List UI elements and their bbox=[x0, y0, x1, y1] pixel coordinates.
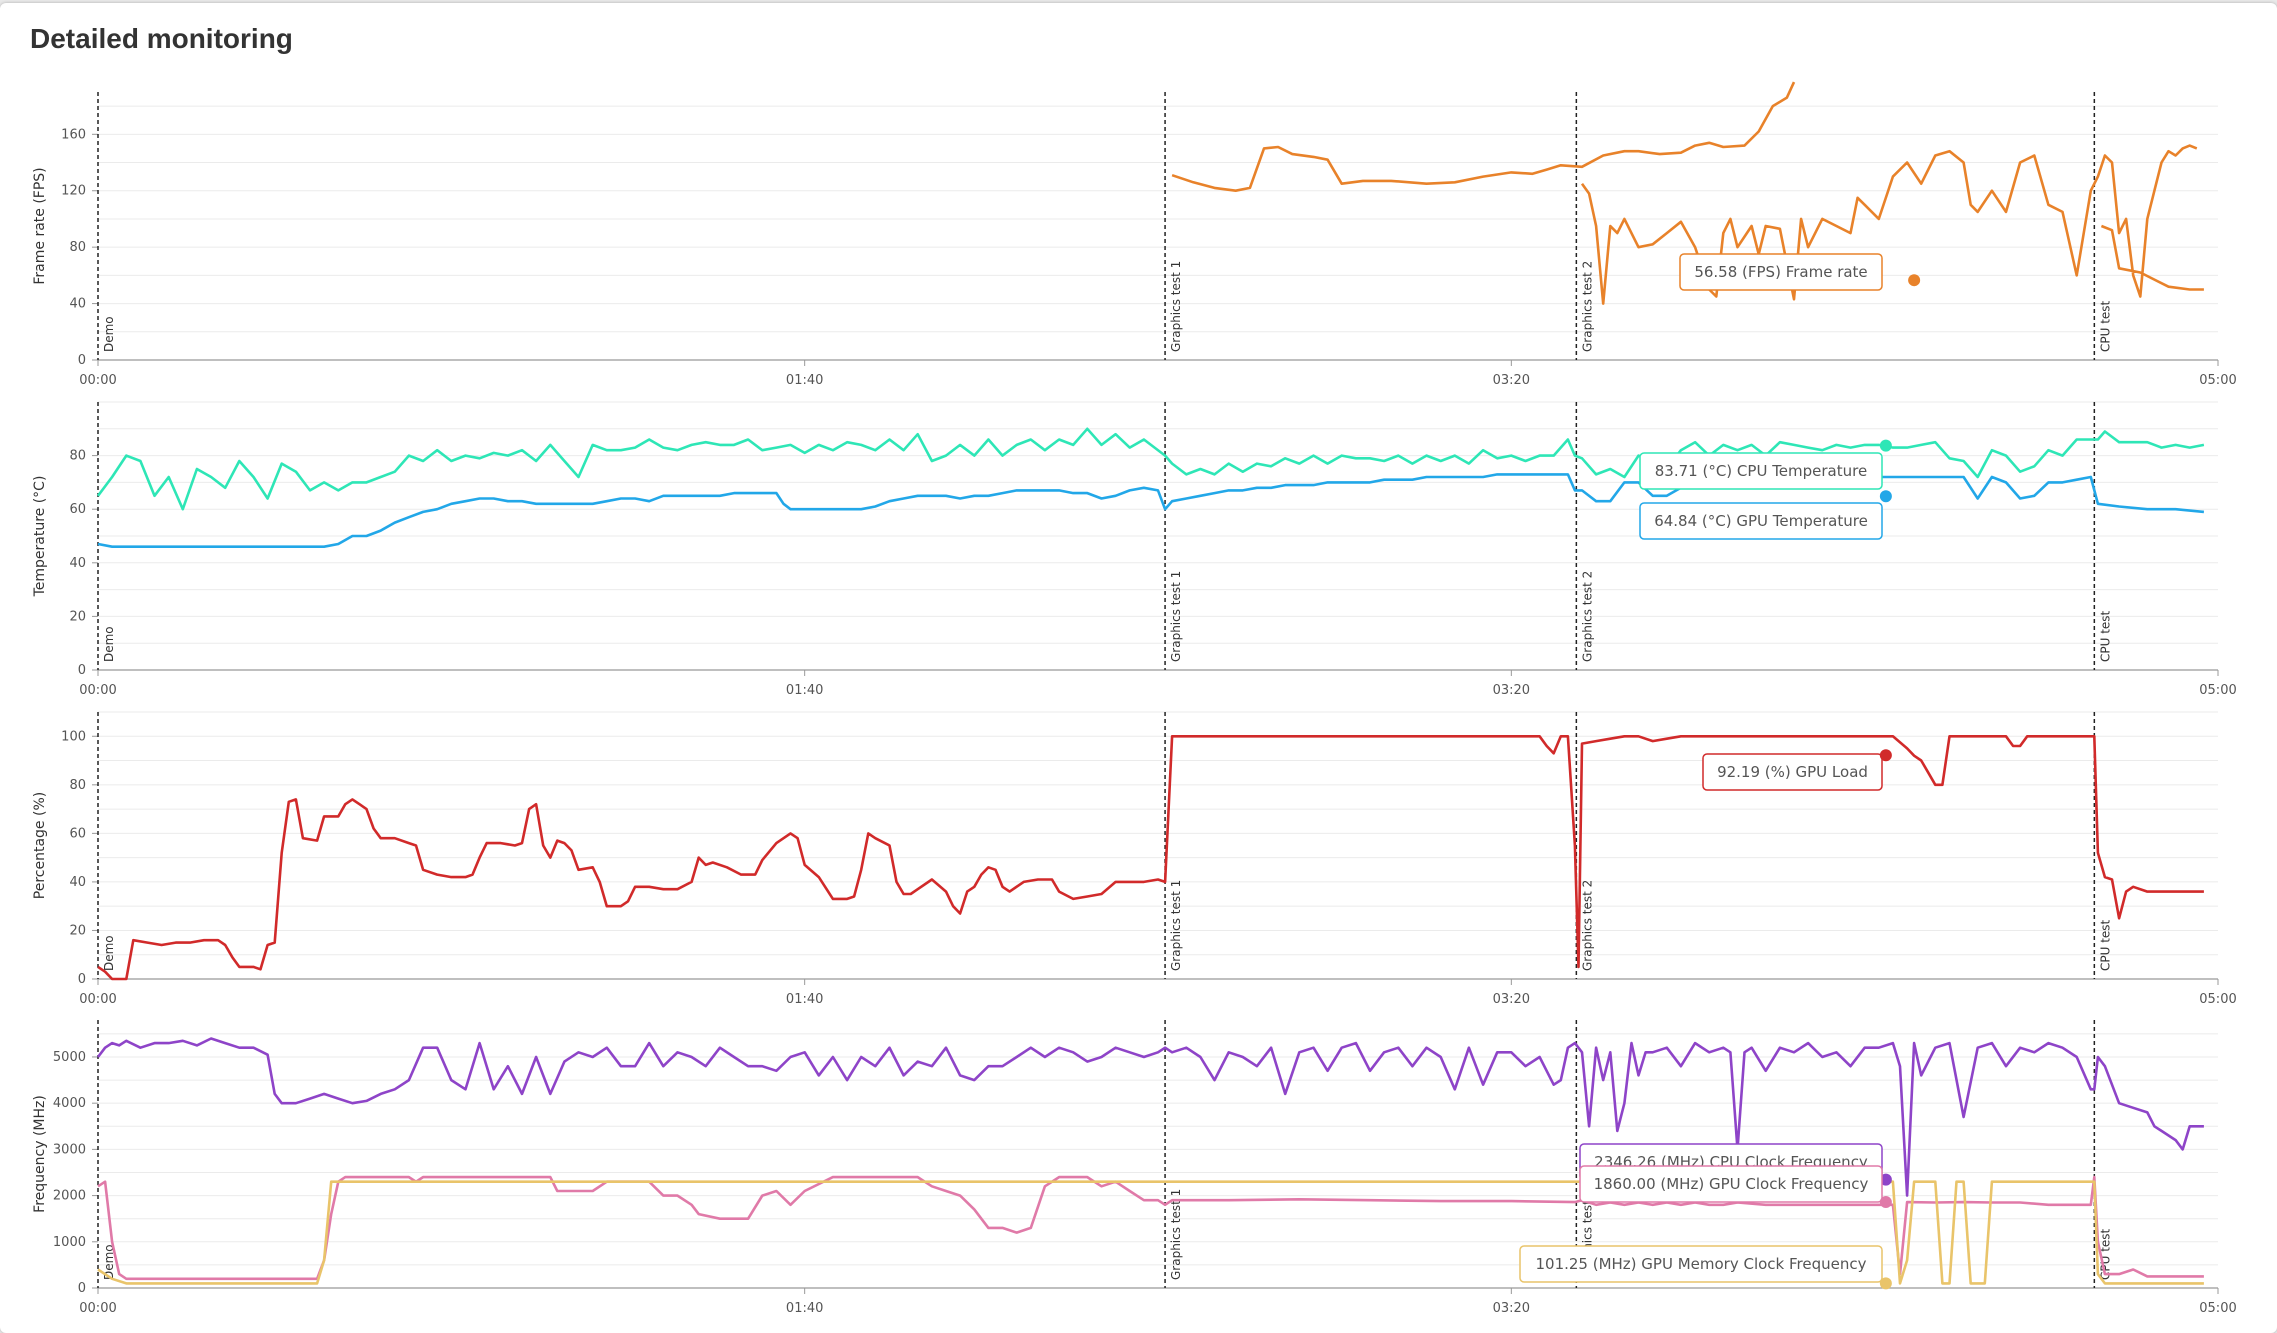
hover-point bbox=[1879, 439, 1892, 452]
x-tick-label: 00:00 bbox=[79, 683, 116, 698]
test-marker-label: CPU test bbox=[2098, 300, 2112, 352]
y-tick-label: 100 bbox=[61, 729, 86, 744]
y-axis-label: Frequency (MHz) bbox=[32, 1095, 48, 1213]
x-tick-label: 00:00 bbox=[79, 992, 116, 1007]
test-marker-label: Graphics test 1 bbox=[1169, 571, 1183, 662]
series-line-gpu-load[interactable] bbox=[97, 735, 2204, 981]
tooltip-box bbox=[1702, 753, 1883, 791]
y-tick-label: 0 bbox=[78, 663, 86, 678]
hover-point bbox=[1908, 274, 1921, 287]
hover-point bbox=[1879, 1277, 1892, 1290]
tooltip-box bbox=[1679, 253, 1883, 291]
y-axis-label: Frame rate (FPS) bbox=[32, 167, 48, 284]
y-axis-label: Percentage (%) bbox=[32, 792, 48, 899]
y-tick-label: 40 bbox=[69, 556, 86, 571]
tooltip-text: 56.58 (FPS) Frame rate bbox=[1694, 263, 1867, 281]
x-tick-label: 00:00 bbox=[79, 1301, 116, 1316]
y-tick-label: 3000 bbox=[53, 1142, 86, 1157]
test-marker-label: Demo bbox=[102, 626, 116, 662]
y-tick-label: 40 bbox=[69, 297, 86, 312]
y-tick-label: 40 bbox=[69, 875, 86, 890]
y-tick-label: 60 bbox=[69, 502, 86, 517]
y-tick-label: 1000 bbox=[53, 1235, 86, 1250]
tooltip-box bbox=[1639, 452, 1883, 490]
tooltip-text: 83.71 (°C) CPU Temperature bbox=[1655, 462, 1867, 480]
y-tick-label: 80 bbox=[69, 449, 86, 464]
chart-panel-0[interactable]: 0 40 80 120 160 Frame rate (FPS) 00:00 01:40 03:… bbox=[32, 81, 2237, 388]
tooltip: 83.71 (°C) CPU Temperature bbox=[1639, 439, 1892, 490]
x-tick-label: 03:20 bbox=[1493, 1301, 1530, 1316]
chart-panel-3[interactable]: 0 1000 2000 3000 4000 5000 Frequency (MHz) 00:0… bbox=[32, 1020, 2237, 1316]
test-marker-label: CPU test bbox=[2098, 610, 2112, 662]
x-tick-label: 05:00 bbox=[2199, 1301, 2236, 1316]
y-tick-label: 5000 bbox=[53, 1050, 86, 1065]
y-axis-label: Temperature (°C) bbox=[32, 476, 48, 598]
tooltip-text: 101.25 (MHz) GPU Memory Clock Frequency bbox=[1535, 1255, 1866, 1273]
tooltip: 56.58 (FPS) Frame rate bbox=[1679, 253, 1921, 291]
x-tick-label: 05:00 bbox=[2199, 683, 2236, 698]
x-tick-label: 01:40 bbox=[786, 1301, 823, 1316]
tooltip-box bbox=[1519, 1245, 1883, 1283]
y-tick-label: 0 bbox=[78, 353, 86, 368]
hover-point bbox=[1879, 490, 1892, 503]
chart-panel-2[interactable]: 0 20 40 60 80 100 Percentage (%) 00:00 01:40 03:2… bbox=[32, 711, 2237, 1007]
y-tick-label: 0 bbox=[78, 972, 86, 987]
y-tick-label: 80 bbox=[69, 778, 86, 793]
x-tick-label: 03:20 bbox=[1493, 683, 1530, 698]
tooltip: 1860.00 (MHz) GPU Clock Frequency bbox=[1579, 1165, 1892, 1209]
y-tick-label: 0 bbox=[78, 1281, 86, 1296]
x-tick-label: 00:00 bbox=[79, 373, 116, 388]
x-tick-label: 01:40 bbox=[786, 992, 823, 1007]
series-line-cpu-clock-frequency[interactable] bbox=[96, 1037, 2204, 1197]
test-marker-label: Graphics test 2 bbox=[1580, 261, 1594, 352]
tooltip-text: 64.84 (°C) GPU Temperature bbox=[1654, 512, 1868, 530]
tooltip: 64.84 (°C) GPU Temperature bbox=[1639, 490, 1892, 540]
x-tick-label: 01:40 bbox=[786, 373, 823, 388]
x-tick-label: 05:00 bbox=[2199, 992, 2236, 1007]
y-tick-label: 160 bbox=[61, 127, 86, 142]
y-tick-label: 120 bbox=[61, 184, 86, 199]
tooltip: 92.19 (%) GPU Load bbox=[1702, 749, 1892, 791]
y-tick-label: 60 bbox=[69, 826, 86, 841]
hover-point bbox=[1879, 1196, 1892, 1209]
test-marker-label: Demo bbox=[102, 316, 116, 352]
y-tick-label: 4000 bbox=[53, 1096, 86, 1111]
x-tick-label: 05:00 bbox=[2199, 373, 2236, 388]
x-tick-label: 03:20 bbox=[1493, 373, 1530, 388]
test-marker-label: Graphics test 1 bbox=[1169, 261, 1183, 352]
chart-panel-1[interactable]: 0 20 40 60 80 Temperature (°C) 00:00 01:40 03:20… bbox=[32, 401, 2237, 698]
y-tick-label: 2000 bbox=[53, 1189, 86, 1204]
test-marker-label: Graphics test 2 bbox=[1580, 880, 1594, 971]
test-marker-label: Graphics test 2 bbox=[1580, 571, 1594, 662]
page-title: Detailed monitoring bbox=[30, 23, 293, 54]
series-line-frame-rate[interactable] bbox=[1171, 81, 2204, 305]
series-line-gpu-clock-frequency[interactable] bbox=[97, 1175, 2204, 1281]
tooltip-box bbox=[1579, 1165, 1883, 1203]
tooltip-text: 1860.00 (MHz) GPU Clock Frequency bbox=[1594, 1175, 1869, 1193]
test-marker-label: Graphics test 1 bbox=[1169, 1189, 1183, 1280]
hover-point bbox=[1879, 749, 1892, 762]
test-marker-label: Graphics test 1 bbox=[1169, 880, 1183, 971]
tooltip-text: 92.19 (%) GPU Load bbox=[1717, 763, 1868, 781]
hover-point bbox=[1879, 1173, 1892, 1186]
test-marker-label: CPU test bbox=[2098, 1228, 2112, 1280]
test-marker-label: Demo bbox=[102, 935, 116, 971]
series-line-cpu-temperature[interactable] bbox=[96, 427, 2205, 511]
tooltip-box bbox=[1639, 502, 1883, 540]
x-tick-label: 03:20 bbox=[1493, 992, 1530, 1007]
y-tick-label: 80 bbox=[69, 240, 86, 255]
test-marker-label: CPU test bbox=[2098, 919, 2112, 971]
y-tick-label: 20 bbox=[69, 609, 86, 624]
x-tick-label: 01:40 bbox=[786, 683, 823, 698]
tooltip: 101.25 (MHz) GPU Memory Clock Frequency bbox=[1519, 1245, 1892, 1290]
test-marker-label: Demo bbox=[102, 1244, 116, 1280]
monitoring-panel: Detailed monitoring bbox=[0, 3, 2277, 1333]
y-tick-label: 20 bbox=[69, 923, 86, 938]
